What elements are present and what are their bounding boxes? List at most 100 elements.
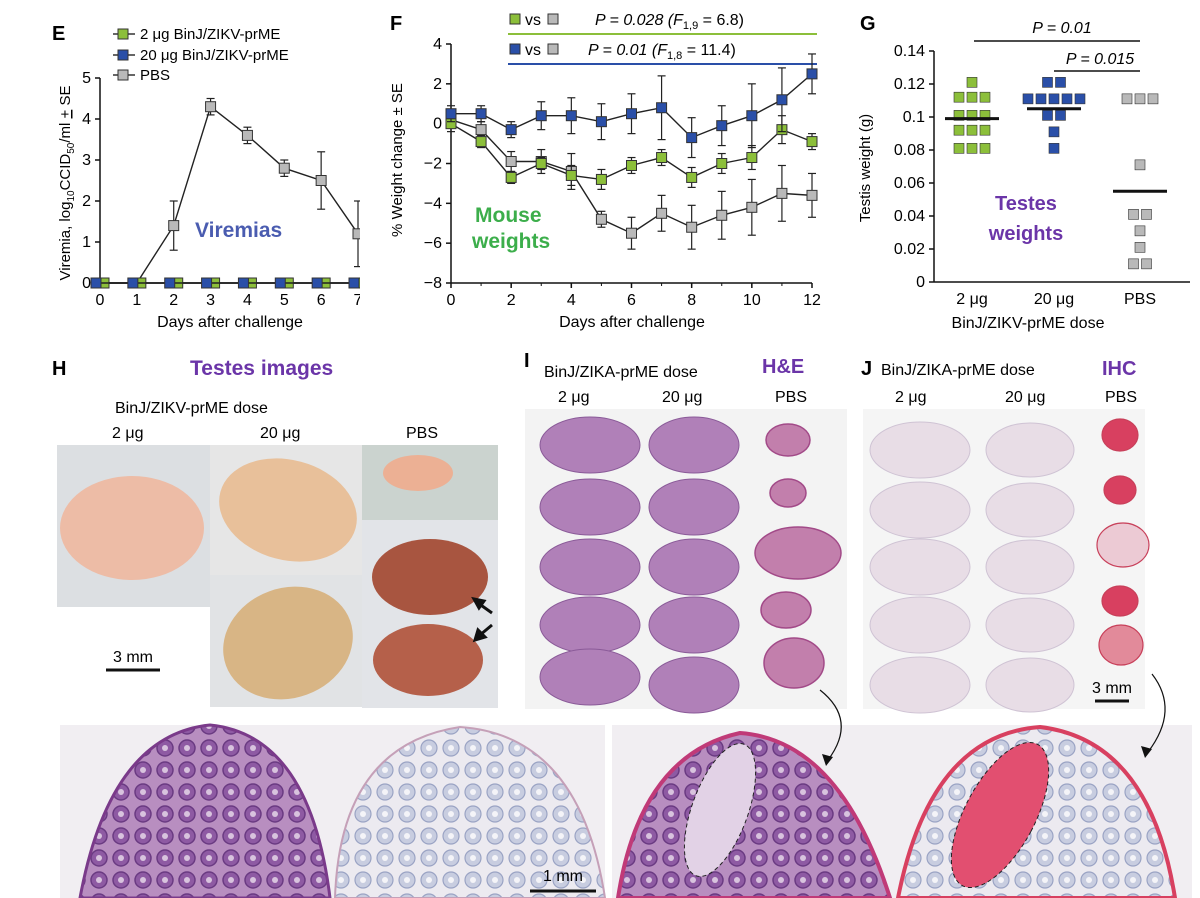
he-section-pbs <box>754 526 842 580</box>
he-section-pbs <box>760 591 812 629</box>
point-pbs <box>716 209 728 221</box>
point-20ug <box>776 94 788 106</box>
category-label: PBS <box>1124 291 1156 308</box>
point-pbs <box>1147 93 1159 105</box>
ihc-section-20ug <box>985 657 1075 713</box>
point-20ug <box>445 108 457 120</box>
point-pbs <box>746 201 758 213</box>
annotation-testes: Testes <box>995 193 1057 215</box>
he-section-2ug <box>539 538 641 596</box>
panel-h-col-pbs: PBS <box>406 425 438 442</box>
point-2ug <box>746 152 758 164</box>
point-20ug <box>716 120 728 132</box>
annotation-weights: weights <box>471 230 550 253</box>
testis-photo-2ug <box>60 476 204 580</box>
point-20ug <box>746 110 758 122</box>
point-20ug <box>90 277 102 289</box>
panel-e: E 2 μg BinJ/ZIKV-prME 20 μg BinJ/ZIKV-pr… <box>52 23 360 331</box>
point-pbs <box>686 221 698 233</box>
y-tick-label: 2 <box>82 193 91 210</box>
x-tick-label: 2 <box>507 292 516 309</box>
axes-f: −8 −6 −4 −2 0 2 4 0 2 4 6 8 10 12 <box>424 36 821 309</box>
ihc-section-pbs <box>1103 475 1137 505</box>
point-20ug <box>595 116 607 128</box>
y-tick-label: 0.02 <box>894 241 925 258</box>
panel-j-col-2ug: 2 μg <box>895 389 926 406</box>
ylabel-e: Viremia, log10CCID50/ml + SE <box>57 86 77 281</box>
panel-j-stain: IHC <box>1102 358 1136 380</box>
y-tick-label: 4 <box>82 111 91 128</box>
legend-e: 2 μg BinJ/ZIKV-prME 20 μg BinJ/ZIKV-prME… <box>113 26 289 84</box>
point-pbs <box>626 227 637 239</box>
point-pbs <box>1141 209 1152 220</box>
xlabel-e: Days after challenge <box>157 314 303 331</box>
panel-k: K 1 mm <box>60 723 1192 898</box>
series-line-pbs <box>100 105 359 284</box>
panel-letter-f: F <box>390 13 402 35</box>
point-20ug <box>806 68 818 80</box>
point-2ug <box>565 169 577 181</box>
x-tick-label: 7 <box>354 292 360 309</box>
panel-h-col-20ug: 20 μg <box>260 425 300 442</box>
panel-i-col-pbs: PBS <box>775 389 807 406</box>
ihc-section-20ug <box>985 539 1075 595</box>
legend-swatch-pbs <box>117 69 129 81</box>
point-20ug <box>164 277 176 289</box>
point-pbs <box>505 156 517 168</box>
ihc-section-pbs <box>1101 418 1139 452</box>
panel-i: I BinJ/ZIKA-prME dose H&E 2 μg 20 μg PBS <box>524 350 847 714</box>
point-20ug <box>1048 93 1060 105</box>
x-tick-label: 6 <box>627 292 636 309</box>
panel-letter-i: I <box>524 350 530 372</box>
p-value-top: P = 0.01 <box>1032 20 1091 37</box>
point-2ug <box>656 152 668 164</box>
point-20ug <box>348 277 360 289</box>
y-tick-label: −4 <box>424 195 442 212</box>
panel-j-col-20ug: 20 μg <box>1005 389 1045 406</box>
panel-h-col-2ug: 2 μg <box>112 425 143 442</box>
point-20ug <box>475 108 487 120</box>
y-tick-label: −6 <box>424 235 442 252</box>
he-section-20ug <box>648 596 740 654</box>
point-2ug <box>953 124 965 136</box>
stat-swatch-20ug <box>509 43 521 55</box>
stats-f: vs P = 0.028 (F1,9 = 6.8) vs P = 0.01 (F… <box>508 12 817 65</box>
ihc-section-20ug <box>985 482 1075 538</box>
testis-photo-20ug-1 <box>219 458 357 562</box>
point-2ug <box>966 110 978 121</box>
y-tick-label: 0 <box>82 275 91 292</box>
y-tick-label: 2 <box>433 76 442 93</box>
point-pbs <box>776 187 788 199</box>
k-he-control-section <box>78 723 332 898</box>
arrowhead-icon <box>1141 746 1152 758</box>
point-2ug <box>535 158 547 169</box>
point-20ug <box>1042 77 1053 88</box>
p-value-bottom: P = 0.015 <box>1066 51 1134 68</box>
he-sections <box>539 416 842 714</box>
y-tick-label: 4 <box>433 36 442 53</box>
legend-label-pbs: PBS <box>140 67 170 84</box>
ihc-section-2ug <box>869 656 971 714</box>
point-2ug <box>979 124 991 136</box>
y-tick-label: 0.04 <box>894 208 925 225</box>
point-20ug <box>656 102 668 114</box>
y-tick-label: 3 <box>82 152 91 169</box>
point-20ug <box>535 110 547 122</box>
y-tick-label: 0.12 <box>894 76 925 93</box>
point-pbs <box>475 124 487 136</box>
point-pbs <box>1141 258 1152 270</box>
point-2ug <box>505 171 517 183</box>
point-pbs <box>656 207 668 219</box>
panel-i-dose-label: BinJ/ZIKA-prME dose <box>544 364 698 381</box>
point-20ug <box>201 277 213 289</box>
annotation-viremias: Viremias <box>195 219 282 242</box>
point-2ug <box>626 159 637 171</box>
legend-label-20ug: 20 μg BinJ/ZIKV-prME <box>140 47 289 64</box>
panel-h: H Testes images BinJ/ZIKV-prME dose 2 μg… <box>52 357 498 708</box>
y-tick-label: −8 <box>424 275 442 292</box>
point-20ug <box>1048 126 1060 138</box>
he-section-pbs <box>765 423 811 457</box>
ihc-section-2ug <box>869 596 971 654</box>
scale-label-j: 3 mm <box>1092 680 1132 697</box>
axes-g: 0 0.02 0.04 0.06 0.08 0.1 0.12 0.14 2 μg 20 μg PBS <box>894 43 1190 308</box>
